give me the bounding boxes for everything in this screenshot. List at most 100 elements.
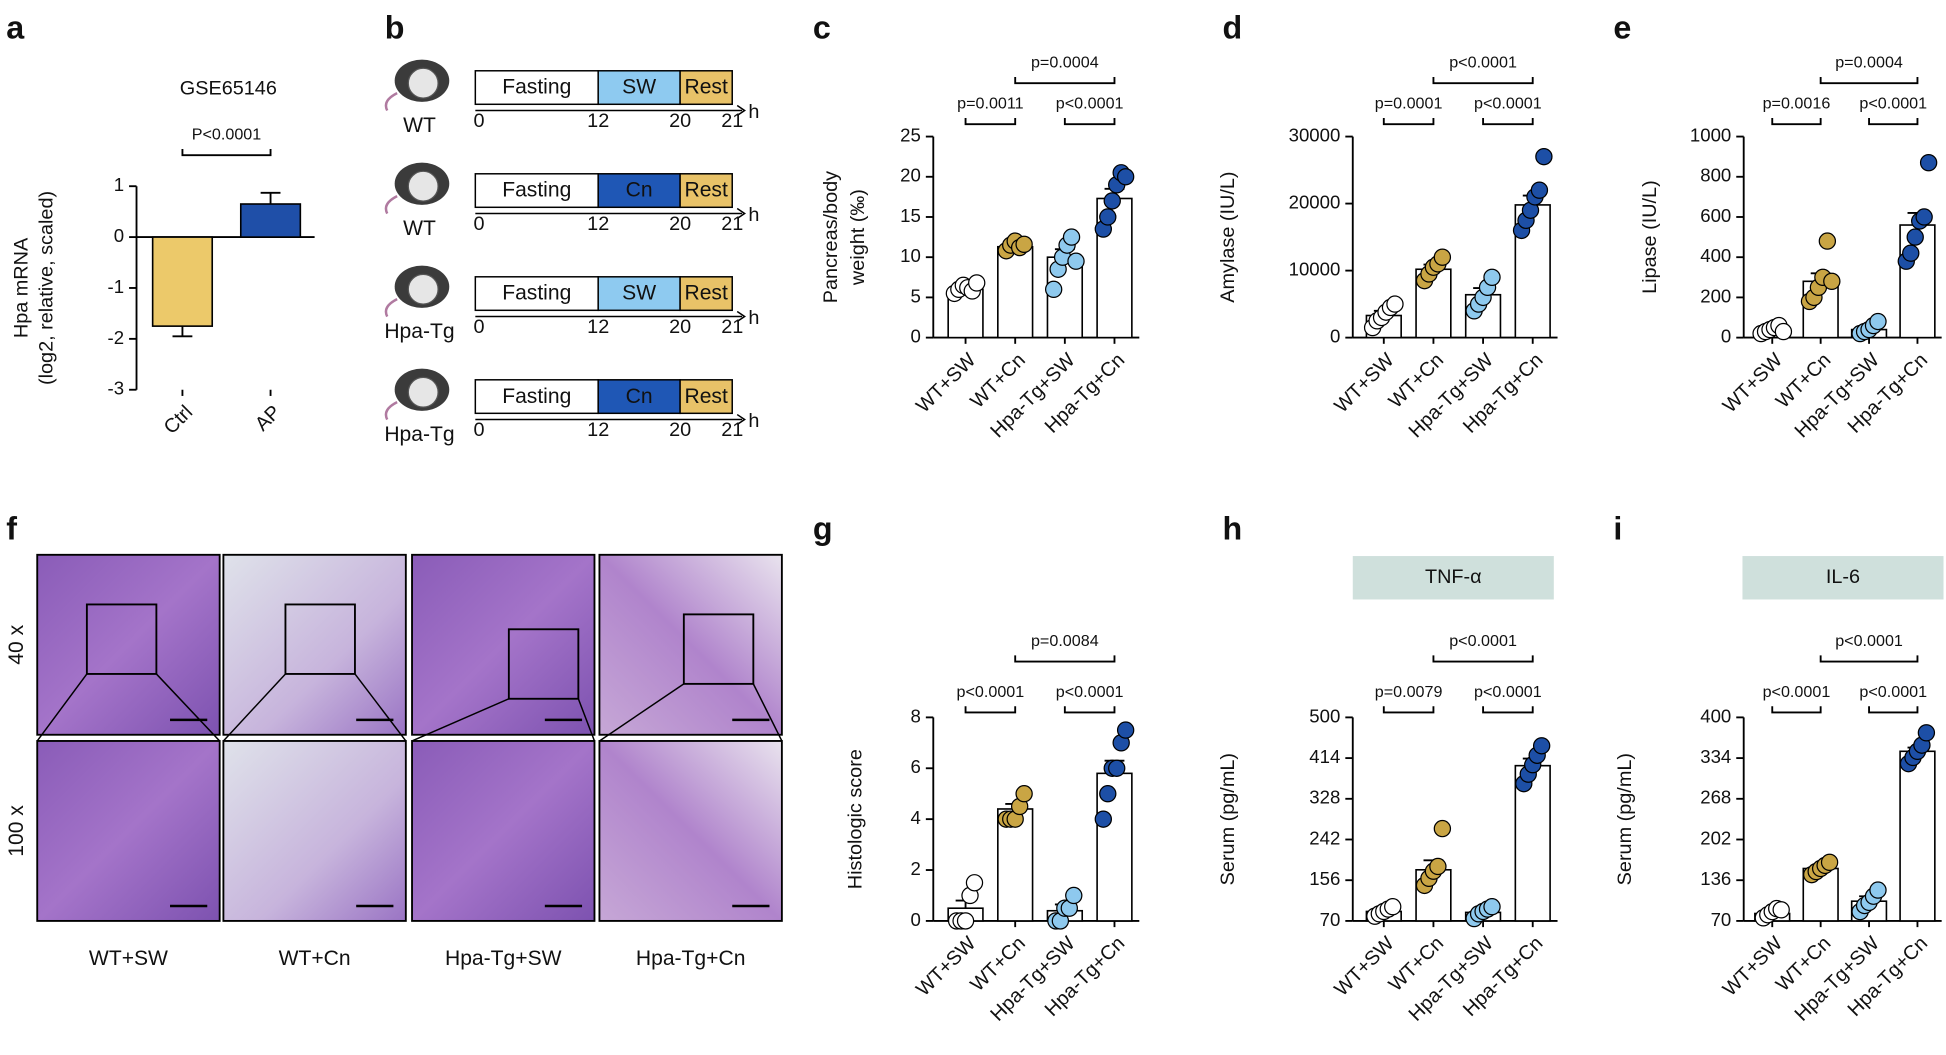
significance-bracket: [964, 117, 1017, 126]
histology-image: [411, 740, 596, 922]
y-axis-label: Serum (pg/mL): [1614, 753, 1636, 885]
data-point: [1015, 235, 1033, 254]
data-point: [1433, 248, 1452, 266]
y-tick-label: 0: [911, 909, 921, 930]
y-tick-label: 4: [911, 807, 921, 828]
genotype: WT: [403, 114, 436, 137]
y-axis-label: Amylase (IU/L): [1217, 171, 1239, 302]
p-value: p<0.0001: [957, 683, 1025, 701]
y-tick-label: 800: [1700, 165, 1731, 186]
data-point: [1067, 252, 1085, 270]
time-label: 12: [587, 110, 609, 132]
time-label: 0: [474, 213, 485, 235]
p-value: p<0.0001: [1859, 95, 1927, 113]
y-tick-label: 268: [1700, 787, 1731, 808]
data-point: [1483, 898, 1501, 916]
row-label: 40 x: [5, 624, 28, 664]
significance-bracket: [1432, 76, 1534, 85]
data-point: [1772, 901, 1790, 919]
y-tick-label: 25: [900, 124, 921, 145]
y-tick-label: 8: [911, 705, 921, 726]
significance-bracket: [1382, 117, 1435, 126]
y-tick-label: 400: [1700, 245, 1731, 266]
time-label: 12: [587, 419, 609, 441]
y-tick-label: -3: [108, 378, 125, 399]
phase-label: SW: [622, 282, 656, 305]
y-tick-label: 70: [1320, 909, 1341, 930]
histology-image: [36, 553, 221, 736]
p-value: p=0.0004: [1031, 54, 1099, 72]
time-arrow: [736, 104, 746, 117]
y-axis-label: weight (‰): [847, 189, 869, 286]
p-value: p=0.0001: [1375, 95, 1443, 113]
y-tick-label: -1: [108, 276, 125, 297]
panel-letter: h: [1222, 511, 1242, 547]
p-value: p<0.0001: [1474, 95, 1542, 113]
histology-image: [598, 740, 783, 922]
y-tick-label: 334: [1700, 746, 1731, 767]
column-label: Hpa-Tg+SW: [445, 947, 562, 970]
data-point: [1869, 312, 1887, 331]
y-tick-label: 400: [1700, 705, 1731, 726]
significance-bracket: [1063, 706, 1116, 714]
data-point: [1774, 322, 1793, 341]
phase: [474, 276, 599, 312]
y-axis-label: Lipase (IU/L): [1639, 180, 1661, 294]
bar: [151, 236, 214, 327]
time-label: 21: [721, 110, 743, 132]
phase-label: Rest: [684, 385, 727, 408]
column-label: WT+SW: [89, 947, 168, 970]
phase: [679, 276, 733, 312]
data-point: [1535, 147, 1553, 166]
x-tick-label: WT+SW: [1719, 932, 1787, 1000]
zoom-box: [682, 613, 755, 685]
data-point: [1099, 208, 1117, 226]
p-value: P<0.0001: [192, 126, 262, 144]
row-label: 100 x: [5, 805, 28, 857]
p-value: p=0.0084: [1031, 632, 1099, 650]
bar: [1899, 750, 1936, 922]
data-point: [1116, 721, 1135, 739]
y-tick-label: 500: [1309, 705, 1340, 726]
phase: [679, 70, 733, 106]
significance-bracket: [1771, 117, 1822, 126]
column-label: WT+Cn: [279, 947, 351, 970]
significance-bracket: [181, 148, 272, 157]
time-unit: h: [748, 307, 759, 329]
phase: [597, 276, 681, 312]
y-tick-label: 10000: [1289, 259, 1341, 280]
y-axis-label: Serum (pg/mL): [1217, 753, 1239, 885]
time-label: 21: [721, 213, 743, 235]
y-tick-label: -2: [108, 327, 125, 348]
data-point: [1917, 724, 1936, 742]
phase-label: Fasting: [502, 385, 571, 408]
y-tick-label: 1000: [1690, 124, 1731, 145]
significance-bracket: [1868, 706, 1919, 714]
histology-image: [36, 740, 221, 922]
panel-letter: e: [1613, 9, 1631, 45]
y-tick-label: 20: [900, 165, 921, 186]
y-tick-label: 0: [1330, 326, 1340, 347]
phase-label: Rest: [684, 282, 727, 305]
data-point: [1015, 785, 1033, 803]
panel-letter: g: [813, 511, 833, 547]
chart-title: GSE65146: [180, 78, 277, 100]
p-value: p<0.0001: [1835, 632, 1903, 650]
y-tick-label: 414: [1309, 746, 1340, 767]
bar: [1514, 204, 1551, 339]
phase: [679, 379, 733, 415]
y-tick-label: 1: [114, 174, 124, 195]
x-tick-label: Ctrl: [160, 401, 197, 438]
x-tick-label: AP: [251, 401, 285, 435]
x-tick-label: WT+SW: [1330, 349, 1398, 417]
data-point: [1433, 819, 1452, 838]
zoom-line: [577, 698, 596, 742]
phase-label: Rest: [684, 179, 727, 202]
data-point: [1483, 268, 1501, 286]
y-tick-label: 15: [900, 205, 921, 226]
time-label: 21: [721, 419, 743, 441]
data-point: [1065, 886, 1083, 905]
y-tick-label: 20000: [1289, 192, 1341, 213]
data-point: [1384, 898, 1402, 916]
